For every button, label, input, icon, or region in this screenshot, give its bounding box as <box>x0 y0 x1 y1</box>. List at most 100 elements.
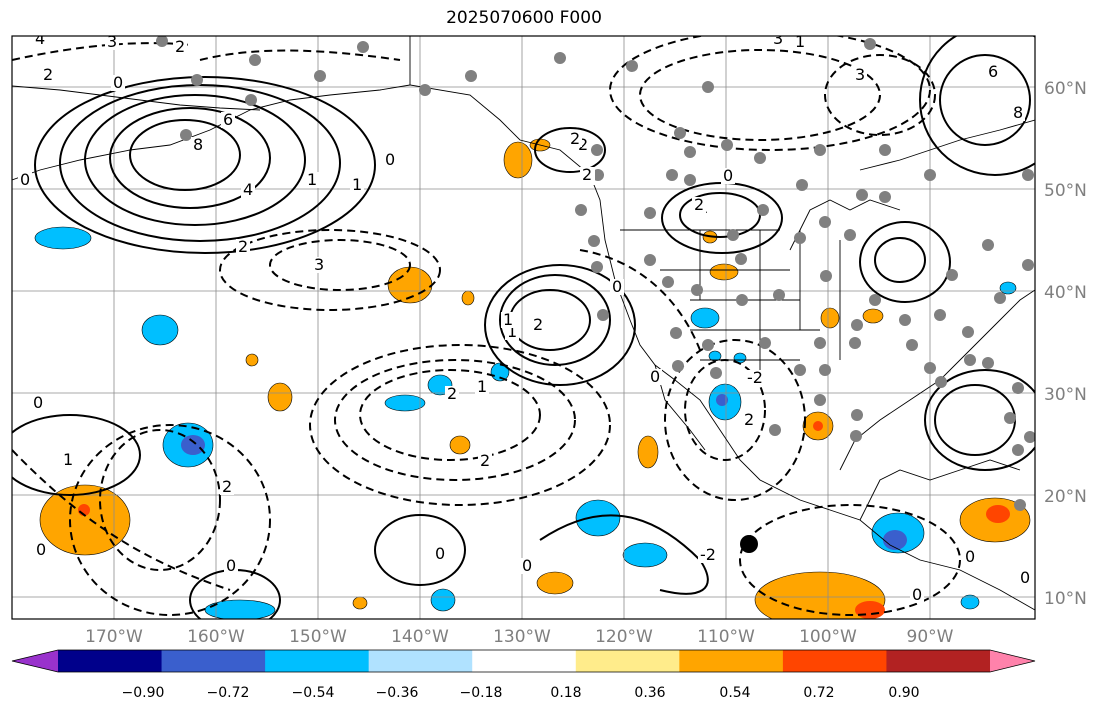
colorbar-segment <box>265 650 370 672</box>
contour-label-background <box>224 558 238 574</box>
longitude-labels: 170°W 160°W 150°W 140°W 130°W 120°W 110°… <box>85 627 954 647</box>
colorbar-tick-labels: −0.90 −0.72 −0.54 −0.36 −0.18 0.18 0.36 … <box>122 685 920 701</box>
contour-label: 6 <box>988 62 998 81</box>
negative-contours <box>12 36 961 616</box>
contour-label: 2 <box>222 477 232 496</box>
contour-label-background <box>721 168 735 184</box>
colorbar-extend-high <box>990 650 1035 672</box>
contour-label: 3 <box>855 65 865 84</box>
contour-label: 0 <box>36 540 46 559</box>
lon-label: 130°W <box>493 627 551 647</box>
contour-label: 1 <box>503 310 513 329</box>
colorbar-segment <box>472 650 577 672</box>
contour-label-background <box>220 479 234 495</box>
contour-label: 1 <box>477 377 487 396</box>
contour-label-background <box>312 257 326 273</box>
contour-label-background <box>910 587 924 603</box>
map-title: 2025070600 F000 <box>446 8 602 28</box>
contour-label: 0 <box>612 277 622 296</box>
contour-label-background <box>191 137 205 153</box>
contour-label-background <box>793 36 807 50</box>
contour-label: 0 <box>650 367 660 386</box>
contour-label: 0 <box>20 170 30 189</box>
contour-label-background <box>111 75 125 91</box>
colorbar-segment <box>161 650 266 672</box>
lon-label: 160°W <box>187 627 245 647</box>
contour-label: 1 <box>507 322 517 341</box>
contour-label: 0 <box>226 556 236 575</box>
contour-label-background <box>853 67 867 83</box>
lat-label: 60°N <box>1044 79 1087 99</box>
colorbar-tick-label: −0.54 <box>292 685 335 701</box>
lon-label: 150°W <box>289 627 347 647</box>
colorbar-tick-label: 0.54 <box>719 685 750 701</box>
contour-label-background <box>18 172 32 188</box>
contour-label-background <box>105 36 119 50</box>
contour-label: 2 <box>480 451 490 470</box>
contour-label: 0 <box>33 393 43 412</box>
contour-label: 0 <box>1020 568 1030 587</box>
contour-label-background <box>501 312 515 328</box>
contour-label-background <box>305 172 319 188</box>
contour-labels: 432024680112022-210102232123000-21201220… <box>18 29 1032 604</box>
colorbar-tick-label: −0.72 <box>207 685 250 701</box>
contour-label-background <box>648 369 662 385</box>
contour-label: -2 <box>747 368 763 387</box>
contour-label-background <box>31 395 45 411</box>
colorbar-segment <box>58 650 163 672</box>
contour-label-background <box>445 386 459 402</box>
colorbar-tick-label: 0.18 <box>550 685 581 701</box>
contour-label-background <box>61 452 75 468</box>
contour-label-background <box>478 453 492 469</box>
contour-label: 2 <box>533 315 543 334</box>
contour-label-background <box>745 370 769 386</box>
positive-contours <box>12 36 1035 619</box>
contour-label-background <box>520 558 534 574</box>
lon-label: 110°W <box>697 627 755 647</box>
lat-label: 10°N <box>1044 589 1087 609</box>
colorbar-tick-label: −0.90 <box>122 685 165 701</box>
contour-label: 4 <box>35 29 45 48</box>
storm-center-marker <box>740 535 758 553</box>
contour-label: 8 <box>193 135 203 154</box>
contour-label: 3 <box>314 255 324 274</box>
contour-label-background <box>568 131 582 147</box>
colorbar-tick-label: 0.72 <box>803 685 834 701</box>
contour-label-background <box>173 39 187 55</box>
contour-label: 0 <box>912 585 922 604</box>
colorbar-extend-low <box>12 650 58 672</box>
gridlines <box>12 36 1035 619</box>
lon-label: 140°W <box>391 627 449 647</box>
colorbar-segment <box>886 650 991 672</box>
station-markers <box>156 36 1035 511</box>
lon-label: 170°W <box>85 627 143 647</box>
contour-label: 3 <box>107 32 117 51</box>
colorbar-tick-label: 0.36 <box>634 685 665 701</box>
contour-label-background <box>986 64 1000 80</box>
contour-label: 2 <box>447 384 457 403</box>
contour-label: 3 <box>773 29 783 48</box>
contour-label-background <box>1018 570 1032 586</box>
lon-label: 100°W <box>799 627 857 647</box>
contour-label: 2 <box>694 195 704 214</box>
contour-label-background <box>531 317 545 333</box>
contour-label: -2 <box>700 545 716 564</box>
contour-label-background <box>963 549 977 565</box>
colorbar-outline <box>11 649 1036 673</box>
contour-label-background <box>692 197 706 213</box>
contour-label: 2 <box>582 165 592 184</box>
lat-label: 50°N <box>1044 181 1087 201</box>
contour-label: 1 <box>307 170 317 189</box>
contour-label: 0 <box>522 556 532 575</box>
contour-label: 0 <box>385 150 395 169</box>
contour-label-background <box>742 412 756 428</box>
contour-label: 1 <box>63 450 73 469</box>
contour-label: 2 <box>175 37 185 56</box>
contour-label: 8 <box>1013 103 1023 122</box>
contour-label-background <box>771 36 785 47</box>
colorbar-tick-label: 0.90 <box>888 685 919 701</box>
contour-label: 0 <box>723 166 733 185</box>
colorbar-segment <box>679 650 784 672</box>
lat-label: 20°N <box>1044 487 1087 507</box>
